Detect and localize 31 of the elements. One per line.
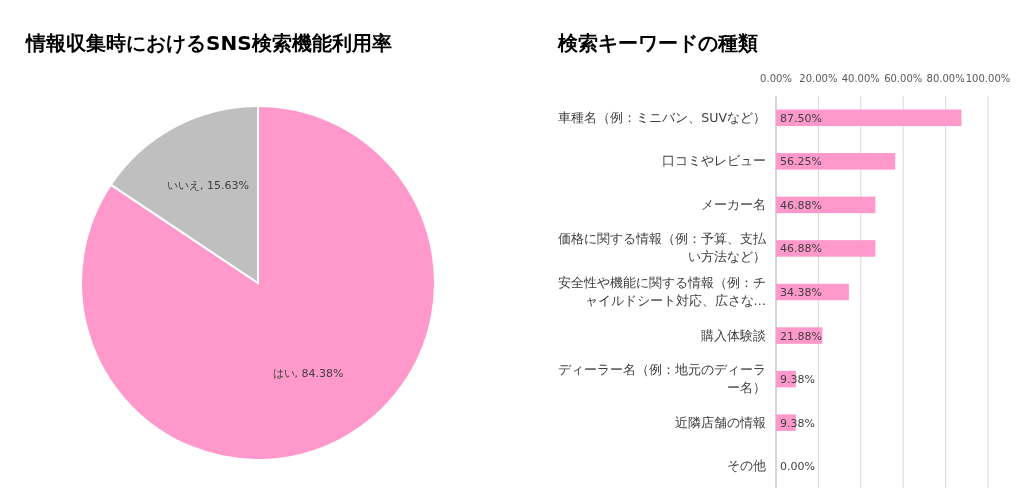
data-label: 56.25% <box>780 155 822 169</box>
data-label: 9.38% <box>780 373 815 387</box>
data-label: 87.50% <box>780 111 822 125</box>
chart-title: 検索キーワードの種類 <box>557 31 758 55</box>
y-tick-label: 近隣店舗の情報 <box>675 414 766 430</box>
data-label: 46.88% <box>780 242 822 256</box>
y-tick-label: 口コミやレビュー <box>662 153 766 169</box>
x-tick-label: 20.00% <box>799 73 838 84</box>
y-tick-label: 車種名（例：ミニバン、SUVなど） <box>558 109 766 125</box>
slice-label: いいえ, 15.63% <box>166 179 249 193</box>
bar <box>776 109 962 127</box>
data-label: 34.38% <box>780 286 822 299</box>
x-tick-label: 60.00% <box>884 73 923 84</box>
data-label: 0.00% <box>780 460 815 474</box>
y-tick-label: 価格に関する情報（例：予算、支払い方法など） <box>558 231 767 265</box>
data-label: 46.88% <box>780 198 822 212</box>
data-label: 21.88% <box>780 329 822 343</box>
data-label: 9.38% <box>780 416 815 430</box>
chart-title: 情報収集時におけるSNS検索機能利用率 <box>24 31 392 55</box>
bar <box>776 153 896 170</box>
x-tick-label: 40.00% <box>841 73 880 84</box>
y-tick-label: メーカー名 <box>701 196 766 212</box>
pie-slice <box>80 105 436 461</box>
y-tick-label: ディーラー名（例：地元のディーラー名） <box>558 362 766 396</box>
x-tick-label: 0.00% <box>760 73 792 84</box>
x-tick-label: 100.00% <box>965 73 1011 84</box>
y-tick-label: 安全性や機能に関する情報（例：チャイルドシート対応、広さな… <box>558 275 766 308</box>
slice-label: はい, 84.38% <box>272 366 344 380</box>
y-tick-label: その他 <box>727 458 766 474</box>
x-tick-label: 80.00% <box>926 73 965 84</box>
y-tick-label: 購入体験談 <box>701 327 766 343</box>
